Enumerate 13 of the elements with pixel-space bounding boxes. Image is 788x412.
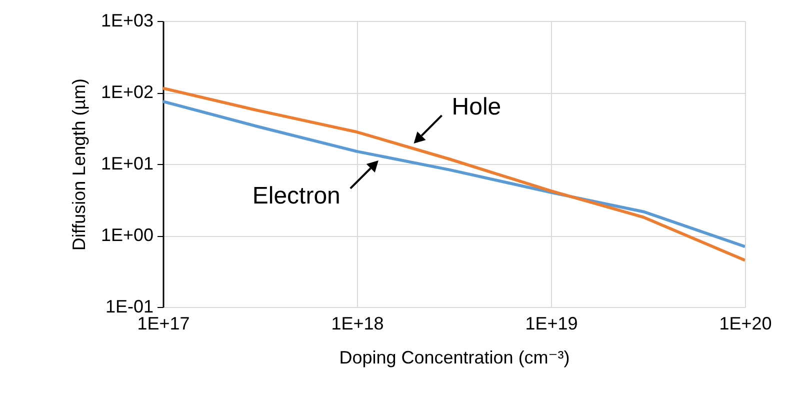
y-axis-title: Diffusion Length (µm) bbox=[68, 78, 89, 251]
x-tick-label: 1E+20 bbox=[719, 314, 772, 334]
y-tick-label: 1E+03 bbox=[100, 10, 154, 30]
y-tick-label: 1E+02 bbox=[100, 82, 154, 102]
series-label: Electron bbox=[252, 182, 340, 210]
x-axis-title: Doping Concentration (cm⁻³) bbox=[339, 348, 570, 368]
series-label: Hole bbox=[452, 93, 502, 120]
x-tick-label: 1E+18 bbox=[331, 314, 384, 334]
x-tick-label: 1E+19 bbox=[525, 314, 578, 334]
y-tick-label: 1E-01 bbox=[105, 296, 154, 316]
y-tick-label: 1E+01 bbox=[100, 154, 154, 174]
x-tick-label: 1E+17 bbox=[137, 314, 190, 334]
y-tick-label: 1E+00 bbox=[100, 225, 154, 245]
